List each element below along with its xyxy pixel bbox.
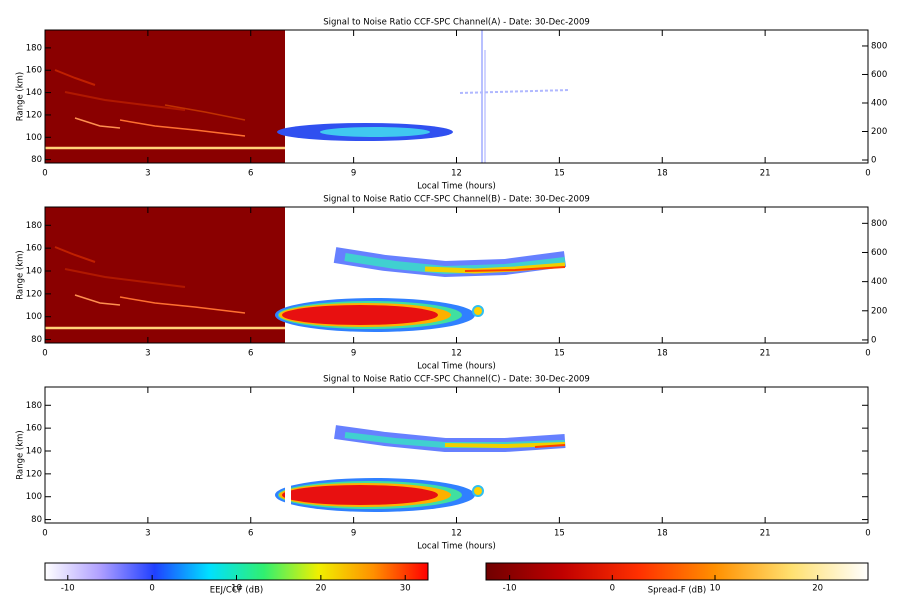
x-axis-label: Local Time (hours): [417, 182, 496, 192]
y-tick-label: 160: [26, 244, 42, 254]
y2-tick-label: 200: [871, 306, 887, 316]
colorbar-tick-label: -10: [61, 584, 75, 594]
chart-title: Signal to Noise Ratio CCF-SPC Channel(A)…: [323, 18, 590, 28]
x-tick-label: 9: [351, 529, 356, 539]
y-axis-label: Range (km): [16, 250, 26, 299]
colorbar-label: Spread-F (dB): [648, 586, 706, 596]
x-tick-label: 3: [145, 169, 150, 179]
y-tick-label: 160: [26, 66, 42, 76]
x-tick-label: 15: [554, 529, 565, 539]
x-tick-label: 0: [42, 169, 47, 179]
colorbar-tick-label: 0: [610, 584, 615, 594]
x-tick-label: 6: [248, 169, 253, 179]
y2-tick-label: 400: [871, 277, 887, 287]
y2-tick-label: 600: [871, 248, 887, 258]
x-tick-label: 12: [451, 169, 462, 179]
x-tick-label: 12: [451, 349, 462, 359]
x-tick-label: 3: [145, 529, 150, 539]
x-tick-label: 15: [554, 169, 565, 179]
y2-tick-label: 200: [871, 127, 887, 137]
colorbar-label: EEJ/CCF (dB): [210, 586, 263, 596]
x-axis-label: Local Time (hours): [417, 542, 496, 552]
x-tick-label: 0: [865, 349, 870, 359]
x-tick-label: 6: [248, 529, 253, 539]
chart-title: Signal to Noise Ratio CCF-SPC Channel(B)…: [323, 195, 590, 205]
x-tick-label: 9: [351, 169, 356, 179]
x-tick-label: 3: [145, 349, 150, 359]
heatmap-image: [45, 30, 571, 163]
y-tick-label: 120: [26, 110, 42, 120]
y-tick-label: 80: [31, 155, 42, 165]
y2-tick-label: 0: [871, 335, 876, 345]
x-axis-label: Local Time (hours): [417, 362, 496, 372]
y-tick-label: 140: [26, 447, 42, 457]
x-tick-label: 21: [760, 529, 771, 539]
y-tick-label: 120: [26, 289, 42, 299]
x-tick-label: 0: [865, 169, 870, 179]
x-tick-label: 9: [351, 349, 356, 359]
y-tick-label: 80: [31, 515, 42, 525]
colorbar-tick-label: 10: [710, 584, 721, 594]
x-tick-label: 0: [42, 349, 47, 359]
y-tick-label: 100: [26, 133, 42, 143]
x-tick-label: 0: [865, 529, 870, 539]
y2-tick-label: 800: [871, 41, 887, 51]
y-tick-label: 140: [26, 88, 42, 98]
heatmap-image: [45, 207, 567, 343]
x-tick-label: 18: [657, 529, 668, 539]
colorbar-tick-label: 10: [231, 584, 242, 594]
y2-tick-label: 0: [871, 156, 876, 166]
colorbar-tick-label: -10: [503, 584, 517, 594]
x-tick-label: 6: [248, 349, 253, 359]
y2-tick-label: 600: [871, 70, 887, 80]
x-tick-label: 18: [657, 349, 668, 359]
colorbar-tick-label: 0: [149, 584, 154, 594]
x-tick-label: 15: [554, 349, 565, 359]
y-tick-label: 80: [31, 335, 42, 345]
heatmap-image: [275, 425, 566, 514]
y-tick-label: 180: [26, 401, 42, 411]
x-tick-label: 18: [657, 169, 668, 179]
colorbar-tick-label: 30: [400, 584, 411, 594]
y-tick-label: 180: [26, 221, 42, 231]
x-tick-label: 12: [451, 529, 462, 539]
x-tick-label: 21: [760, 169, 771, 179]
y-tick-label: 120: [26, 469, 42, 479]
y-tick-label: 140: [26, 267, 42, 277]
y2-tick-label: 800: [871, 219, 887, 229]
y-axis-label: Range (km): [16, 72, 26, 121]
y2-tick-label: 400: [871, 98, 887, 108]
y-axis-label: Range (km): [16, 430, 26, 479]
y-tick-label: 100: [26, 312, 42, 322]
colorbar: [485, 562, 869, 581]
x-tick-label: 0: [42, 529, 47, 539]
colorbar-tick-label: 20: [812, 584, 823, 594]
y-tick-label: 100: [26, 492, 42, 502]
chart-title: Signal to Noise Ratio CCF-SPC Channel(C)…: [323, 375, 590, 385]
x-tick-label: 21: [760, 349, 771, 359]
y-tick-label: 180: [26, 43, 42, 53]
colorbar-tick-label: 20: [315, 584, 326, 594]
y-tick-label: 160: [26, 424, 42, 434]
